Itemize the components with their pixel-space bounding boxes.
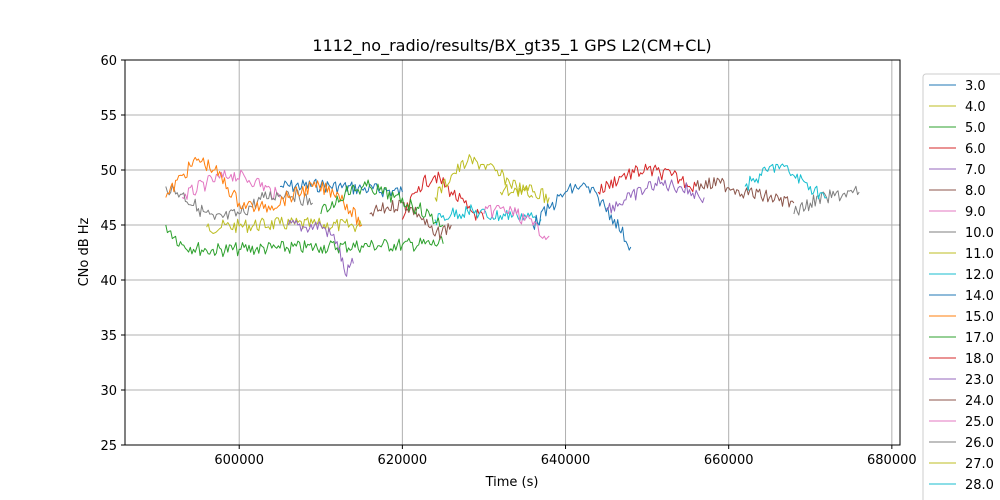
legend-label: 12.0 [965,268,994,283]
legend-label: 3.0 [965,79,986,94]
x-tick-label: 600000 [214,453,264,468]
y-axis-label: CNo dB Hz [77,217,92,286]
series-line-10.0 [165,185,313,220]
series-line-18.0 [597,163,697,195]
x-axis-label: Time (s) [485,475,539,490]
legend-label: 23.0 [965,373,994,388]
axes: 600000 620000 640000 660000 680000 25 30 35 40 45… [100,54,916,468]
x-tick-label: 640000 [541,453,591,468]
plot-frame [124,59,901,446]
x-tick-label: 660000 [704,453,754,468]
x-tick-label: 680000 [867,453,917,468]
series-line-23.0 [605,176,705,214]
legend-label: 5.0 [965,121,986,136]
legend-label: 18.0 [965,352,994,367]
series-line-14.0 [532,182,632,251]
legend-label: 11.0 [965,247,994,262]
y-tick-label: 55 [100,109,117,124]
y-tick-label: 35 [100,329,117,344]
series-line-5.0 [165,224,444,258]
legend-label: 7.0 [965,163,986,178]
legend-label: 9.0 [965,205,986,220]
y-tick-label: 25 [100,439,117,454]
legend-label: 6.0 [965,142,986,157]
series-line-8.0 [369,199,452,240]
series-line-9.0 [181,169,281,200]
x-tick-label: 620000 [378,453,428,468]
plot-area [165,154,860,277]
series-line-12.0 [434,204,542,226]
series-line-15.0 [165,156,362,227]
legend-label: 24.0 [965,394,994,409]
legend-label: 26.0 [965,436,994,451]
legend-label: 14.0 [965,289,994,304]
legend-label: 28.0 [965,478,994,493]
legend-label: 25.0 [965,415,994,430]
legend-label: 17.0 [965,331,994,346]
series-line-28.0 [744,163,827,200]
series-line-27.0 [499,183,550,204]
legend-label: 10.0 [965,226,994,241]
y-tick-label: 50 [100,164,117,179]
y-tick-label: 40 [100,274,117,289]
legend-label: 27.0 [965,457,994,472]
series-line-24.0 [695,177,795,208]
series-line-7.0 [287,219,354,277]
series-line-11.0 [434,154,534,202]
legend-label: 8.0 [965,184,986,199]
series-line-3.0 [279,178,403,198]
series-line-4.0 [206,216,363,234]
y-tick-label: 45 [100,219,117,234]
y-tick-label: 60 [100,54,117,69]
legend-frame [922,73,1000,500]
legend-label: 15.0 [965,310,994,325]
legend: 3.0 4.0 5.0 6.0 7.0 8.0 9.0 10.0 11.0 12.0 14.0 15.… [922,73,1000,500]
legend-label: 4.0 [965,100,986,115]
y-tick-label: 30 [100,384,117,399]
series-line-17.0 [320,179,444,228]
chart-title: 1112_no_radio/results/BX_gt35_1 GPS L2(C… [312,36,711,56]
series-line-25.0 [483,204,550,241]
